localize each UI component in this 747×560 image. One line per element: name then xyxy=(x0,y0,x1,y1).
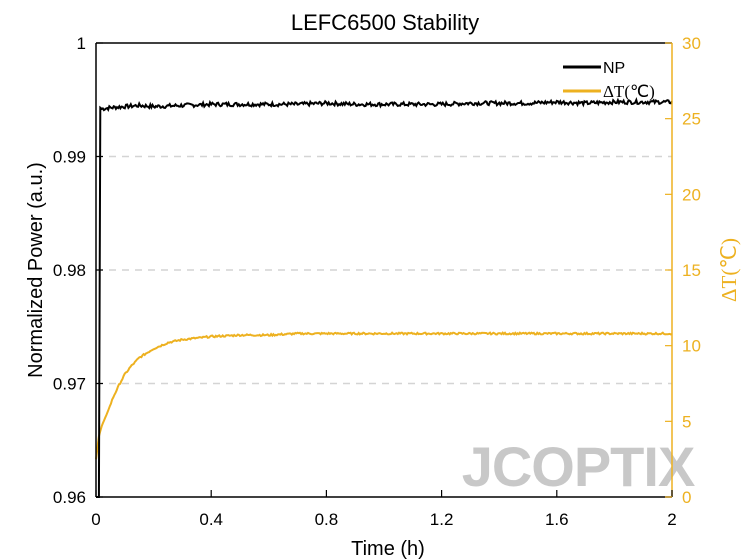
left-tick-label: 0.96 xyxy=(53,488,86,507)
x-tick-label: 1.6 xyxy=(545,510,569,529)
left-axis-label: Normalized Power (a.u.) xyxy=(25,162,47,378)
series-line-np xyxy=(96,97,673,498)
right-axis-ticks: 0 5 10 15 20 25 30 xyxy=(665,34,701,507)
legend-label-np: NP xyxy=(603,60,625,77)
right-tick-label: 15 xyxy=(682,261,701,280)
x-tick-label: 0 xyxy=(91,510,100,529)
x-axis-ticks: 0 0.4 0.8 1.2 1.6 2 xyxy=(91,490,677,529)
left-axis-ticks: 0.96 0.97 0.98 0.99 1 xyxy=(53,34,103,507)
right-tick-label: 20 xyxy=(682,185,701,204)
right-tick-label: 5 xyxy=(682,412,691,431)
watermark-logo: JCOPTIX xyxy=(462,435,695,498)
left-tick-label: 0.98 xyxy=(53,261,86,280)
left-tick-label: 1 xyxy=(77,34,86,53)
right-tick-label: 0 xyxy=(682,488,691,507)
x-tick-label: 2 xyxy=(667,510,676,529)
series-line-dt xyxy=(95,331,673,460)
legend-label-dt: ΔT(℃) xyxy=(603,82,655,101)
legend: NP ΔT(℃) xyxy=(563,60,655,101)
x-tick-label: 0.8 xyxy=(315,510,339,529)
right-axis-label: ΔT(℃) xyxy=(717,238,741,302)
x-tick-label: 0.4 xyxy=(199,510,223,529)
chart-title: LEFC6500 Stability xyxy=(291,10,479,35)
x-axis-label: Time (h) xyxy=(351,538,425,560)
right-tick-label: 10 xyxy=(682,337,701,356)
right-tick-label: 25 xyxy=(682,110,701,129)
grid-lines xyxy=(96,155,672,385)
x-tick-label: 1.2 xyxy=(430,510,454,529)
right-tick-label: 30 xyxy=(682,34,701,53)
left-tick-label: 0.99 xyxy=(53,148,86,167)
left-tick-label: 0.97 xyxy=(53,375,86,394)
